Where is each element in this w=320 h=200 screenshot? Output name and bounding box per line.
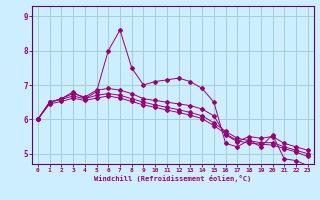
X-axis label: Windchill (Refroidissement éolien,°C): Windchill (Refroidissement éolien,°C): [94, 175, 252, 182]
